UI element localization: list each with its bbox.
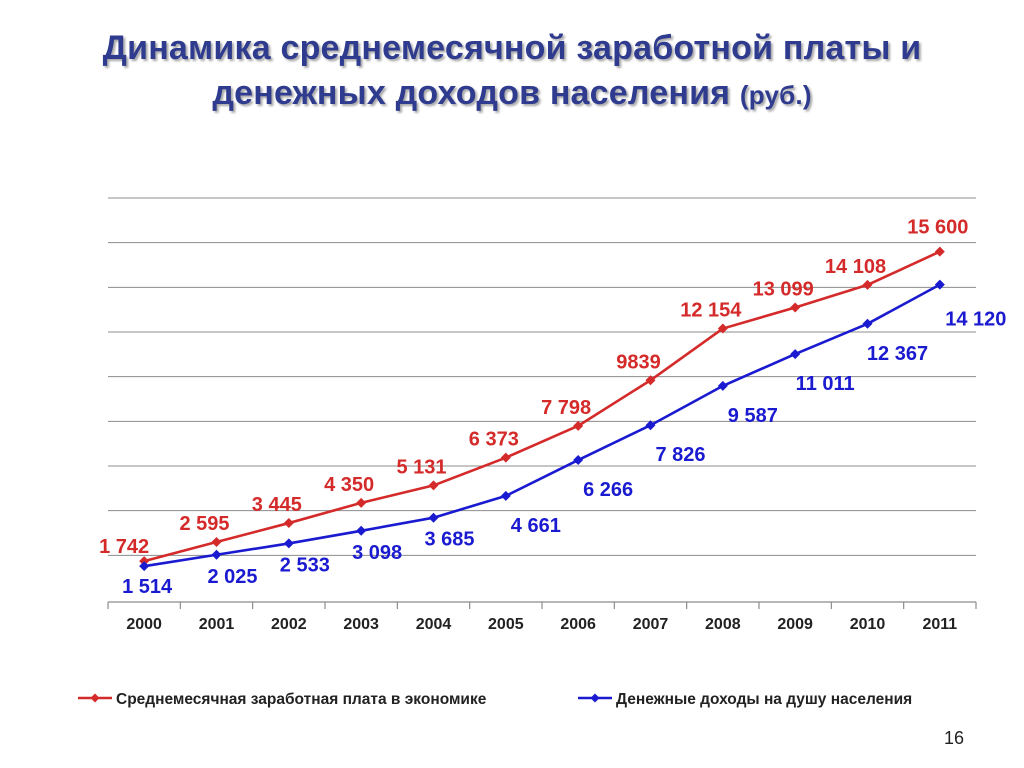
data-point: [862, 318, 873, 329]
series-line-0: [143, 250, 941, 563]
data-label: 6 266: [583, 479, 633, 501]
data-label: 7 798: [541, 397, 591, 419]
data-point: [934, 246, 945, 257]
title-line-1: Динамика среднемесячной заработной платы…: [102, 29, 922, 67]
data-label: 1 514: [122, 576, 173, 598]
data-point: [500, 490, 511, 501]
data-point: [934, 279, 945, 290]
data-point: [139, 561, 150, 572]
x-tick-label: 2004: [416, 616, 452, 633]
data-point: [645, 375, 656, 386]
data-point: [573, 455, 584, 466]
data-point: [428, 480, 439, 491]
legend-label: Среднемесячная заработная плата в эконом…: [116, 691, 487, 708]
data-point: [790, 349, 801, 360]
x-tick-label: 2006: [560, 616, 596, 633]
data-point: [283, 538, 294, 549]
data-label: 2 533: [280, 554, 330, 576]
data-point: [428, 512, 439, 523]
data-label: 13 099: [753, 278, 814, 300]
title-unit: (руб.): [739, 80, 812, 110]
data-label: 2 025: [207, 566, 257, 588]
legend-label: Денежные доходы на душу населения: [616, 691, 912, 708]
data-label: 1 742: [99, 536, 149, 558]
data-point: [717, 323, 728, 334]
x-tick-label: 2005: [488, 616, 524, 633]
data-label: 7 826: [655, 444, 705, 466]
data-point: [139, 556, 150, 567]
x-tick-label: 2001: [199, 616, 235, 633]
data-label: 11 011: [796, 373, 855, 395]
series-line-1: [143, 283, 941, 568]
data-point: [790, 302, 801, 313]
data-label: 4 661: [511, 515, 561, 537]
data-label: 12 154: [680, 300, 742, 322]
data-point: [283, 518, 294, 529]
data-label: 3 098: [352, 542, 402, 564]
data-label: 9839: [616, 351, 661, 373]
data-point: [211, 537, 222, 548]
data-label: 14 120: [945, 309, 1006, 331]
x-tick-label: 2009: [777, 616, 813, 633]
x-tick-label: 2011: [922, 616, 957, 633]
data-label: 3 685: [424, 529, 474, 551]
data-label: 3 445: [252, 494, 302, 516]
legend-marker: [590, 693, 600, 703]
data-point: [717, 380, 728, 391]
legend-marker: [90, 693, 100, 703]
x-tick-label: 2007: [633, 616, 669, 633]
data-label: 9 587: [728, 405, 778, 427]
x-tick-label: 2008: [705, 616, 741, 633]
data-label: 5 131: [396, 456, 446, 478]
data-label: 6 373: [469, 429, 519, 451]
data-point: [356, 525, 367, 536]
data-point: [862, 279, 873, 290]
title-line-2: денежных доходов населения (руб.): [60, 71, 964, 118]
data-label: 15 600: [907, 217, 968, 239]
data-label: 14 108: [825, 256, 886, 278]
data-point: [500, 452, 511, 463]
data-point: [356, 497, 367, 508]
data-point: [645, 420, 656, 431]
x-tick-label: 2002: [271, 616, 307, 633]
data-point: [211, 549, 222, 560]
data-label: 2 595: [179, 513, 229, 535]
x-tick-label: 2010: [850, 616, 886, 633]
page-number: 16: [943, 728, 964, 748]
x-tick-label: 2003: [343, 616, 379, 633]
slide-title: Динамика среднемесячной заработной платы…: [60, 26, 964, 118]
title-line-2-text: денежных доходов населения: [212, 74, 731, 112]
data-label: 12 367: [867, 343, 928, 365]
data-label: 4 350: [324, 474, 374, 496]
data-point: [573, 420, 584, 431]
x-tick-label: 2000: [126, 616, 162, 633]
